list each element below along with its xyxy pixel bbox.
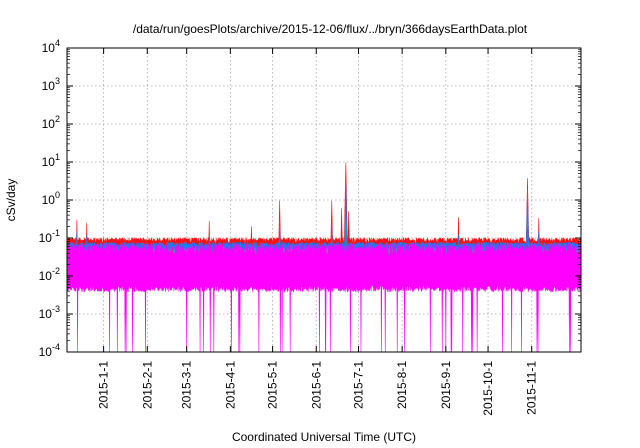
grid-layer [67, 48, 581, 352]
series-band [66, 183, 582, 256]
y-tick-label: 10-2 [39, 266, 60, 283]
y-tick-label: 101 [42, 152, 60, 169]
chart-title: /data/run/goesPlots/archive/2015-12-06/f… [133, 22, 528, 36]
x-tick-label: 2015-11-1 [525, 361, 539, 415]
y-tick-label: 103 [42, 76, 60, 93]
x-tick-label: 2015-10-1 [481, 361, 495, 416]
y-axis-label-group: cSv/day [4, 179, 18, 222]
tick-layer: 10-4 10-3 10-2 10-1 100 101 102 103 104 2015-1-1 2… [39, 38, 581, 416]
x-tick-label: 2015-4-1 [223, 361, 237, 409]
series-layer [66, 162, 582, 353]
y-axis-label: cSv/day [4, 179, 18, 222]
x-tick-label: 2015-3-1 [180, 361, 194, 409]
x-tick-label: 2015-2-1 [140, 361, 154, 409]
x-tick-label: 2015-6-1 [309, 361, 323, 409]
x-tick-label: 2015-7-1 [352, 361, 366, 409]
y-tick-label: 10-4 [39, 342, 60, 359]
y-tick-label: 10-1 [39, 228, 60, 245]
y-tick-label: 100 [42, 190, 60, 207]
x-axis-label: Coordinated Universal Time (UTC) [232, 430, 416, 444]
series-band [66, 162, 582, 251]
y-tick-label: 104 [42, 38, 60, 55]
y-tick-label: 102 [42, 114, 60, 131]
x-tick-label: 2015-1-1 [97, 361, 111, 409]
y-tick-label: 10-3 [39, 304, 60, 321]
x-tick-label: 2015-9-1 [439, 361, 453, 409]
x-tick-label: 2015-8-1 [395, 361, 409, 409]
x-tick-label: 2015-5-1 [266, 361, 280, 409]
